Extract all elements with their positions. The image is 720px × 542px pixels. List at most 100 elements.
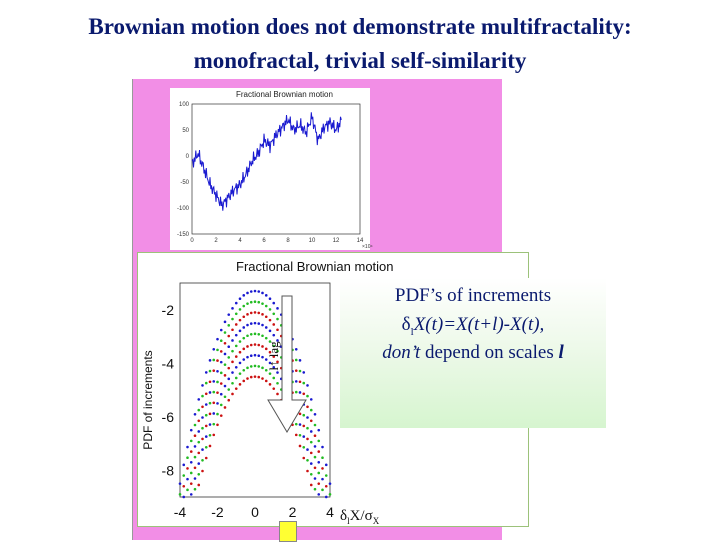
pdf-series-point — [309, 462, 313, 465]
pdf-series-point — [298, 423, 302, 426]
pdf-series-point — [276, 392, 279, 396]
pdf-y-tick-label: -2 — [162, 302, 175, 318]
pdf-series-point — [264, 347, 268, 351]
pdf-series-point — [219, 392, 223, 396]
ts-y-tick-label: 0 — [186, 154, 190, 160]
pdf-series-point — [212, 380, 216, 383]
pdf-series-point — [216, 380, 219, 384]
pdf-series-point — [264, 379, 268, 383]
pdf-series-point — [249, 290, 253, 293]
callout-line3: don’t depend on scales l — [340, 342, 606, 364]
ts-x-tick-label: 0 — [190, 238, 194, 244]
pdf-x-axis-label: δlX/σX — [340, 508, 380, 526]
pdf-series-point — [249, 343, 253, 347]
pdf-series-point — [246, 377, 249, 380]
pdf-series-point — [208, 423, 212, 426]
callout-scale-var: l — [558, 342, 564, 363]
pdf-series-point — [234, 301, 238, 305]
pdf-series-point — [313, 487, 317, 491]
pdf-series-point — [272, 301, 276, 305]
ts-series-line — [191, 112, 342, 211]
pdf-series-point — [223, 395, 227, 399]
pdf-series-point — [219, 328, 223, 332]
pdf-series-point — [182, 474, 186, 477]
pdf-series-point — [298, 369, 302, 373]
pdf-series-point — [216, 412, 219, 416]
pdf-series-point — [294, 422, 298, 426]
pdf-series-point — [219, 350, 223, 353]
pdf-series-point — [246, 366, 249, 370]
pdf-x-tick-label: 0 — [251, 504, 259, 520]
pdf-series-point — [294, 369, 298, 372]
pdf-x-label-delta: δ — [340, 508, 347, 524]
pdf-series-point — [276, 328, 279, 332]
pdf-y-axis-label: PDF of increments — [141, 350, 155, 449]
pdf-series-point — [317, 482, 321, 485]
pdf-series-point — [197, 483, 201, 487]
pdf-series-point — [242, 347, 246, 351]
pdf-x-tick-label: 4 — [326, 504, 334, 520]
pdf-series-point — [306, 384, 309, 387]
pdf-series-point — [231, 349, 234, 353]
pdf-series-point — [242, 315, 246, 319]
pdf-series-point — [268, 372, 272, 375]
pdf-series-point — [272, 333, 276, 337]
pdf-series-point — [204, 381, 208, 385]
ts-x-tick-label: 6 — [262, 238, 266, 244]
lag-arrow — [267, 295, 307, 433]
pdf-series-point — [219, 339, 223, 343]
pdf-series-point — [306, 469, 309, 473]
pdf-series-point — [298, 444, 302, 448]
pdf-series-point — [212, 358, 216, 362]
pdf-series-point — [201, 416, 204, 419]
pdf-series-point — [249, 365, 253, 368]
pdf-series-point — [208, 401, 212, 405]
pdf-series-point — [268, 340, 272, 343]
pdf-series-point — [249, 300, 253, 304]
pdf-series-point — [321, 488, 324, 492]
pdf-series-point — [216, 369, 219, 373]
ts-x-tick-label: 2 — [214, 238, 218, 244]
pdf-series-point — [257, 343, 261, 347]
pdf-x-tick-label: 2 — [289, 504, 297, 520]
pdf-series-point — [212, 412, 216, 415]
pdf-series-point — [227, 388, 231, 391]
pdf-y-tick-label: -6 — [162, 409, 175, 425]
pdf-series-point — [197, 472, 201, 476]
pdf-series-point — [242, 336, 246, 340]
pdf-series-point — [298, 380, 302, 384]
pdf-series-point — [197, 430, 201, 433]
pdf-series-point — [223, 374, 227, 377]
pdf-series-point — [242, 294, 246, 297]
pdf-series-point — [189, 428, 193, 432]
pdf-series-point — [219, 403, 223, 407]
time-series-title: Fractional Brownian motion — [236, 90, 333, 99]
pdf-series-point — [276, 360, 279, 364]
pdf-series-point — [201, 384, 204, 387]
pdf-series-point — [208, 433, 212, 437]
pdf-series-point — [189, 471, 193, 475]
pdf-series-point — [309, 483, 313, 487]
ts-y-tick-label: -100 — [177, 206, 190, 212]
pdf-series-point — [261, 366, 264, 370]
pdf-series-point — [246, 313, 249, 316]
pdf-series-point — [186, 456, 189, 460]
pdf-series-point — [197, 408, 201, 412]
pdf-series-point — [212, 422, 216, 426]
pdf-series-point — [321, 445, 324, 449]
pdf-y-tick-label: -4 — [162, 355, 175, 371]
pdf-series-point — [302, 413, 306, 417]
pdf-series-point — [227, 334, 231, 338]
pdf-series-point — [257, 300, 261, 304]
ts-x-tick-label: 10 — [309, 238, 316, 244]
pdf-series-point — [253, 311, 257, 314]
pdf-series-point — [294, 380, 298, 383]
pdf-series-point — [212, 433, 216, 437]
pdf-series-point — [249, 354, 253, 358]
slide-title-line1: Brownian motion does not demonstrate mul… — [88, 14, 632, 39]
pdf-series-point — [324, 474, 328, 477]
ts-y-tick-label: -150 — [177, 232, 190, 238]
pdf-series-point — [264, 304, 268, 308]
ts-x-tick-label: 14 — [357, 238, 364, 244]
